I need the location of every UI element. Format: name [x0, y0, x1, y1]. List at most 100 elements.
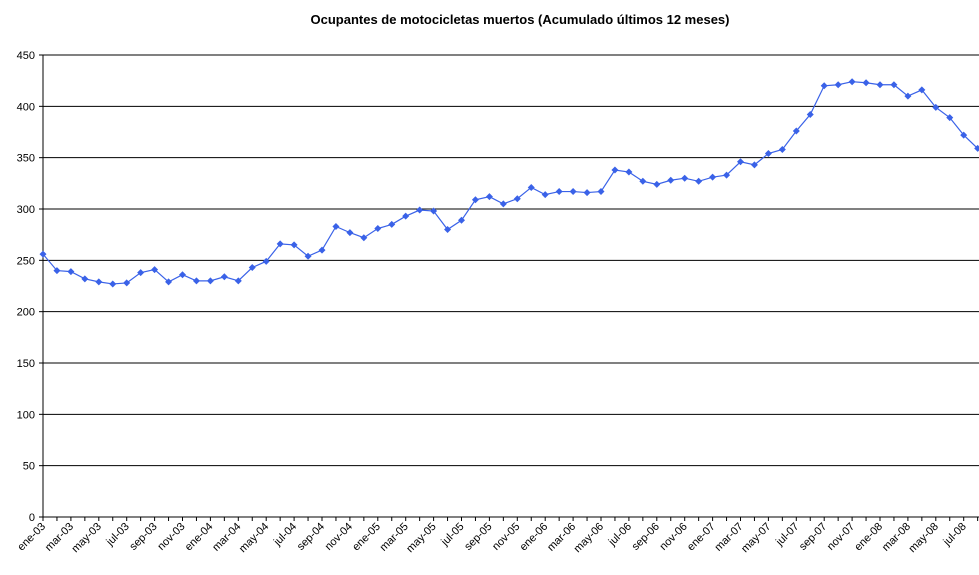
- point: [723, 171, 731, 179]
- point: [611, 166, 619, 174]
- point: [499, 200, 507, 208]
- point: [834, 81, 842, 89]
- point: [639, 177, 647, 185]
- point: [346, 229, 354, 237]
- x-tick-label: sep-07: [797, 521, 829, 553]
- point: [360, 234, 368, 242]
- y-tick-label: 250: [17, 255, 35, 267]
- point: [569, 188, 577, 196]
- y-tick-label: 400: [17, 101, 35, 113]
- chart-title: Ocupantes de motocicletas muertos (Acumu…: [310, 12, 729, 27]
- point: [220, 273, 228, 281]
- point: [709, 173, 717, 181]
- y-tick-label: 0: [29, 512, 35, 524]
- point: [667, 176, 675, 184]
- x-tick-label: ene-06: [518, 521, 551, 554]
- point: [471, 196, 479, 204]
- point: [402, 212, 410, 220]
- y-tick-label: 100: [17, 409, 35, 421]
- point: [444, 226, 452, 234]
- point: [388, 220, 396, 228]
- point: [53, 267, 61, 275]
- point: [848, 78, 856, 86]
- line: [42, 81, 979, 285]
- point: [806, 111, 814, 119]
- point: [39, 250, 47, 258]
- point: [778, 145, 786, 153]
- point: [430, 207, 438, 215]
- x-tick-label: nov-06: [658, 521, 690, 553]
- point: [625, 168, 633, 176]
- point: [109, 280, 117, 288]
- point: [653, 180, 661, 188]
- x-tick-label: jul-08: [941, 521, 969, 549]
- point: [946, 114, 954, 122]
- point: [206, 277, 214, 285]
- point: [416, 206, 424, 214]
- point: [179, 271, 186, 279]
- point: [374, 225, 382, 233]
- point: [681, 174, 689, 182]
- point: [318, 246, 326, 254]
- x-tick-label: may-04: [237, 521, 271, 555]
- point: [555, 188, 563, 196]
- point: [527, 183, 535, 191]
- point: [695, 177, 703, 185]
- x-tick-label: nov-07: [825, 521, 857, 553]
- x-tick-label: sep-06: [630, 521, 662, 553]
- point: [290, 241, 298, 249]
- x-tick-label: sep-04: [295, 521, 327, 553]
- x-tick-label: sep-03: [127, 521, 159, 553]
- point: [750, 161, 758, 169]
- x-tick-label: may-06: [572, 521, 606, 555]
- point: [876, 81, 884, 89]
- y-tick-label: 300: [17, 204, 35, 216]
- point: [276, 240, 284, 248]
- point: [165, 278, 173, 286]
- point: [890, 81, 898, 89]
- x-tick-label: nov-04: [323, 521, 355, 553]
- x-tick-label: may-05: [404, 521, 438, 555]
- point: [974, 144, 979, 152]
- x-tick-label: nov-05: [490, 521, 522, 553]
- y-tick-label: 150: [17, 358, 35, 370]
- y-tick-label: 200: [17, 307, 35, 319]
- point: [95, 278, 103, 286]
- point: [67, 268, 75, 276]
- x-tick-label: ene-05: [350, 521, 383, 554]
- point: [81, 275, 89, 283]
- point: [737, 158, 744, 166]
- y-tick-label: 50: [23, 461, 35, 473]
- point: [820, 82, 828, 90]
- point: [151, 266, 159, 274]
- y-tick-label: 450: [17, 50, 35, 62]
- x-tick-label: may-08: [906, 521, 940, 555]
- x-tick-label: ene-07: [685, 521, 718, 554]
- y-tick-label: 350: [17, 153, 35, 165]
- x-tick-label: may-07: [739, 521, 773, 555]
- point: [918, 86, 926, 94]
- point: [513, 195, 521, 203]
- point: [792, 127, 800, 135]
- point: [332, 222, 340, 230]
- point: [248, 264, 256, 272]
- x-tick-label: may-03: [69, 521, 103, 555]
- point: [137, 269, 145, 277]
- point: [262, 257, 270, 265]
- x-tick-label: nov-03: [155, 521, 187, 553]
- point: [960, 131, 968, 139]
- x-tick-label: ene-04: [183, 521, 216, 554]
- point: [123, 279, 131, 287]
- point: [904, 92, 912, 100]
- point: [862, 79, 870, 87]
- point: [597, 188, 605, 196]
- point: [234, 277, 242, 285]
- x-tick-label: sep-05: [462, 521, 494, 553]
- point: [932, 103, 940, 111]
- x-tick-label: ene-08: [852, 521, 885, 554]
- x-tick-label: ene-03: [15, 521, 48, 554]
- point: [764, 150, 772, 158]
- point: [304, 252, 312, 260]
